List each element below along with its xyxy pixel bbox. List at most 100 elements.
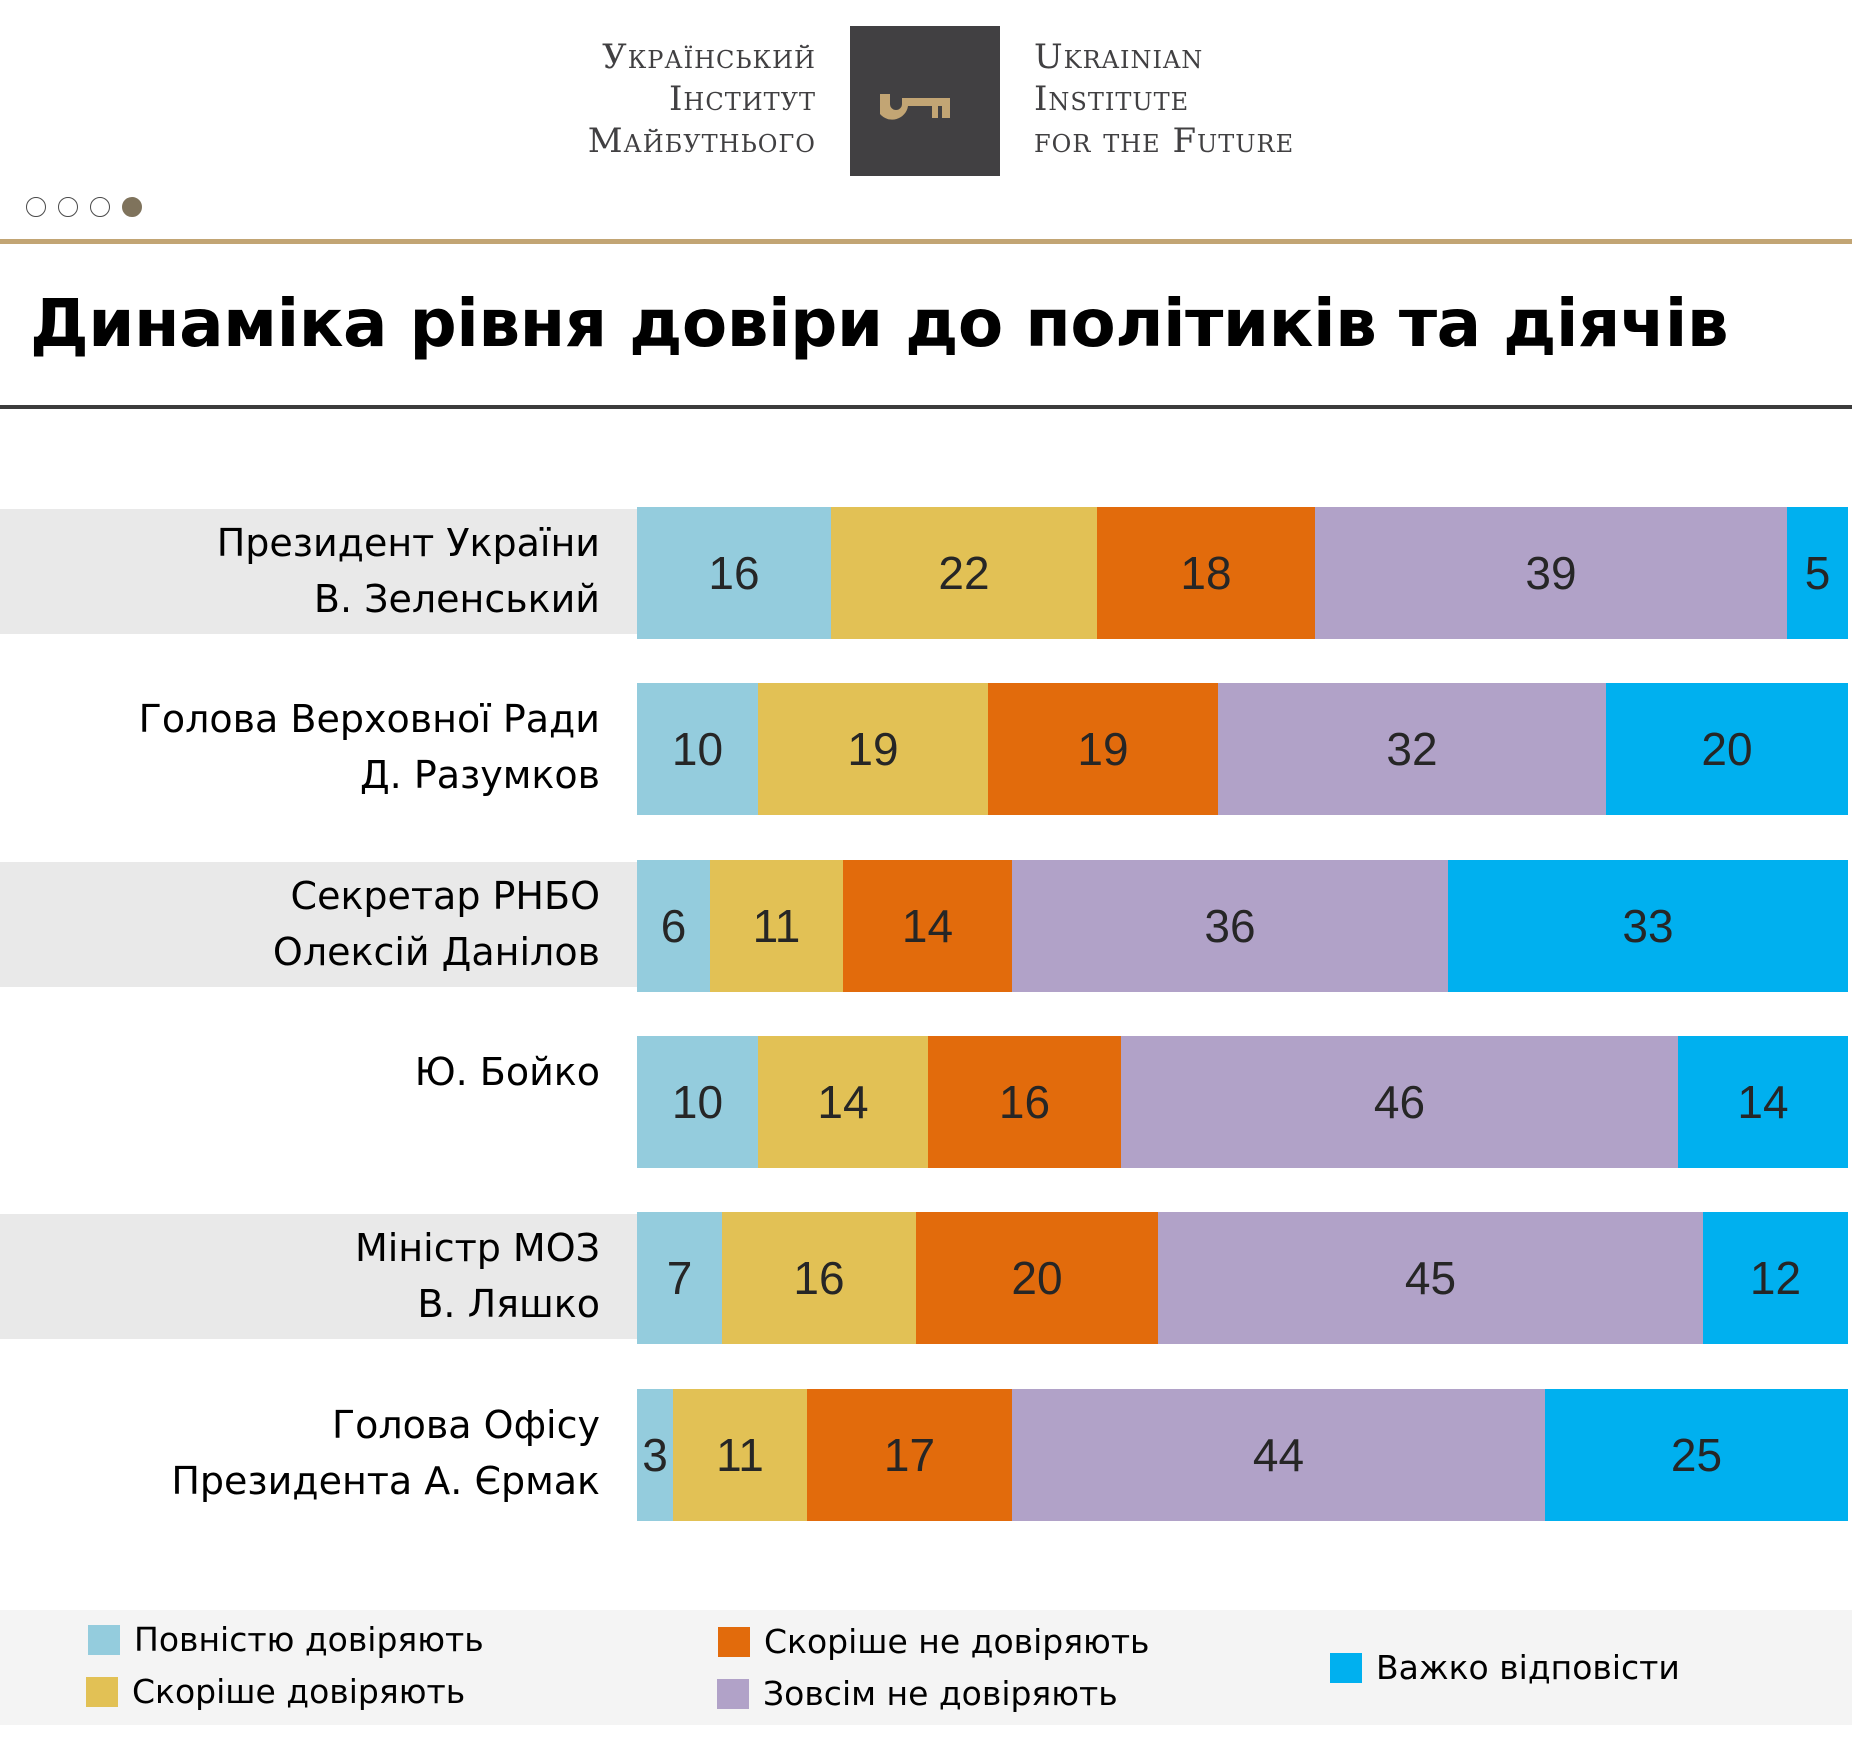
data-label: 25 xyxy=(1670,1429,1723,1481)
legend-item: Важко відповісти xyxy=(1330,1648,1680,1688)
bar-row: 10 19 19 32 20 xyxy=(637,683,1848,815)
data-label: 11 xyxy=(716,1429,764,1481)
data-label: 12 xyxy=(1749,1252,1802,1304)
row-label: Міністр МОЗ В. Ляшко xyxy=(0,1220,600,1332)
row-label-line: Міністр МОЗ xyxy=(354,1226,600,1270)
pager-dot-4[interactable] xyxy=(122,197,142,217)
data-label: 10 xyxy=(671,723,724,775)
bar-row: 7 16 20 45 12 xyxy=(637,1212,1848,1344)
bar-segment: 6 xyxy=(637,860,710,992)
row-label-line: Голова Офісу xyxy=(331,1403,600,1447)
legend-label: Скоріше довіряють xyxy=(132,1672,466,1711)
bar-segment: 5 xyxy=(1787,507,1848,639)
logo-text-ukrainian: Український Інститут Майбутнього xyxy=(588,36,816,162)
logo-ua-line: Інститут xyxy=(668,79,816,119)
legend-swatch xyxy=(86,1677,118,1707)
bar-row: 6 11 14 36 33 xyxy=(637,860,1848,992)
row-band xyxy=(0,1214,637,1339)
legend-swatch xyxy=(88,1625,120,1655)
data-label: 14 xyxy=(1737,1076,1789,1128)
pager-dot-1[interactable] xyxy=(26,197,46,217)
bar-segment: 10 xyxy=(637,1036,758,1168)
pager-dot-2[interactable] xyxy=(58,197,78,217)
row-band xyxy=(0,862,637,987)
data-label: 7 xyxy=(666,1252,693,1304)
data-label: 20 xyxy=(1701,723,1753,775)
data-label: 17 xyxy=(883,1429,936,1481)
data-label: 33 xyxy=(1622,900,1674,952)
data-label: 16 xyxy=(998,1076,1051,1128)
page-title: Динаміка рівня довіри до політиків та ді… xyxy=(30,285,1729,362)
legend-swatch xyxy=(717,1679,749,1709)
legend-label: Важко відповісти xyxy=(1376,1648,1680,1687)
data-label: 11 xyxy=(752,900,801,952)
data-label: 22 xyxy=(938,547,990,599)
bar-segment: 20 xyxy=(1606,683,1848,815)
row-label-line: Президента А. Єрмак xyxy=(171,1459,600,1503)
legend-item: Скоріше не довіряють xyxy=(718,1622,1150,1662)
bar-segment: 7 xyxy=(637,1212,722,1344)
legend-swatch xyxy=(718,1627,750,1657)
row-label: Ю. Бойко xyxy=(0,1044,600,1100)
legend-label: Повністю довіряють xyxy=(134,1620,484,1659)
logo-ua-line: Майбутнього xyxy=(587,121,816,161)
row-label-line: Президент України xyxy=(216,521,600,565)
bar-segment: 18 xyxy=(1097,507,1315,639)
bar-segment: 11 xyxy=(710,860,843,992)
logo-en-line: for the Future xyxy=(1034,121,1295,161)
bar-segment: 16 xyxy=(928,1036,1121,1168)
row-label-line: Ю. Бойко xyxy=(414,1050,600,1094)
data-label: 6 xyxy=(660,900,687,952)
bar-segment: 16 xyxy=(722,1212,916,1344)
row-label-line: Секретар РНБО xyxy=(290,874,600,918)
chart-legend: Повністю довіряють Скоріше довіряють Ско… xyxy=(0,1610,1852,1725)
bar-segment: 44 xyxy=(1012,1389,1545,1521)
row-label: Секретар РНБО Олексій Данілов xyxy=(0,868,600,980)
bar-segment: 45 xyxy=(1158,1212,1703,1344)
bar-row: 16 22 18 39 5 xyxy=(637,507,1848,639)
bar-segment: 14 xyxy=(1678,1036,1848,1168)
logo-box xyxy=(850,26,1000,176)
bar-segment: 20 xyxy=(916,1212,1158,1344)
data-label: 19 xyxy=(847,723,899,775)
bar-segment: 16 xyxy=(637,507,831,639)
logo-en-line: Institute xyxy=(1034,79,1190,119)
row-label: Президент України В. Зеленський xyxy=(0,515,600,627)
key-icon xyxy=(880,94,950,120)
bar-segment: 22 xyxy=(831,507,1097,639)
data-label: 44 xyxy=(1252,1429,1305,1481)
legend-item: Скоріше довіряють xyxy=(86,1672,465,1712)
logo-ua-line: Український xyxy=(602,37,816,77)
title-divider xyxy=(0,405,1852,409)
bar-segment: 32 xyxy=(1218,683,1606,815)
row-label-line: В. Ляшко xyxy=(417,1282,600,1326)
data-label: 16 xyxy=(793,1252,845,1304)
legend-label: Скоріше не довіряють xyxy=(764,1622,1150,1661)
data-label: 36 xyxy=(1204,900,1256,952)
bar-segment: 12 xyxy=(1703,1212,1848,1344)
bar-segment: 3 xyxy=(637,1389,673,1521)
data-label: 14 xyxy=(817,1076,869,1128)
bar-row: 3 11 17 44 25 xyxy=(637,1389,1848,1521)
bar-segment: 17 xyxy=(807,1389,1012,1521)
pager-dots xyxy=(26,197,142,217)
row-label: Голова Офісу Президента А. Єрмак xyxy=(0,1397,600,1509)
bar-row: 10 14 16 46 14 xyxy=(637,1036,1848,1168)
bar-segment: 19 xyxy=(758,683,988,815)
legend-item: Повністю довіряють xyxy=(88,1620,484,1660)
data-label: 14 xyxy=(901,900,954,952)
row-label-line: Олексій Данілов xyxy=(272,930,600,974)
data-label: 19 xyxy=(1077,723,1129,775)
legend-swatch xyxy=(1330,1653,1362,1683)
data-label: 16 xyxy=(708,547,760,599)
logo-text-english: Ukrainian Institute for the Future xyxy=(1034,36,1294,162)
bar-segment: 33 xyxy=(1448,860,1848,992)
data-label: 5 xyxy=(1804,547,1831,599)
data-label: 46 xyxy=(1373,1076,1426,1128)
bar-segment: 11 xyxy=(673,1389,807,1521)
pager-dot-3[interactable] xyxy=(90,197,110,217)
row-band xyxy=(0,509,637,634)
data-label: 20 xyxy=(1011,1252,1063,1304)
bar-segment: 46 xyxy=(1121,1036,1678,1168)
row-label: Голова Верховної Ради Д. Разумков xyxy=(0,691,600,803)
